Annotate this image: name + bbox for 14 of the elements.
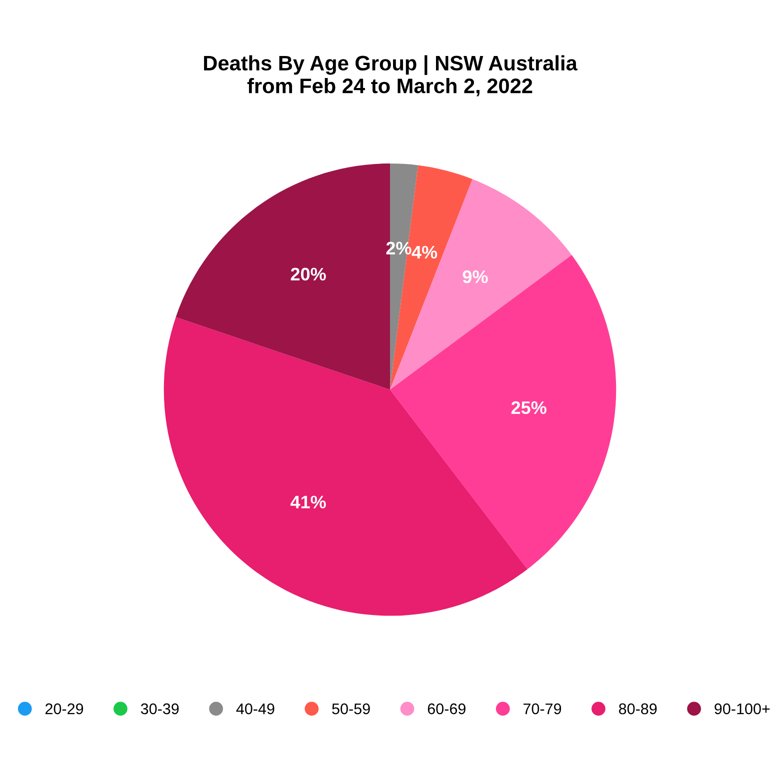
legend-label: 20-29 bbox=[46, 703, 84, 714]
legend-label: 30-39 bbox=[140, 703, 179, 714]
data-label: 25% bbox=[511, 401, 546, 414]
legend-label: 50-59 bbox=[332, 703, 370, 714]
legend-label: 40-49 bbox=[236, 703, 274, 714]
data-label: 4% bbox=[412, 246, 438, 259]
data-label: 41% bbox=[290, 496, 326, 508]
legend-label: 80-89 bbox=[618, 703, 657, 714]
legend-label: 90-100+ bbox=[714, 703, 770, 714]
legend-label: 60-69 bbox=[428, 703, 466, 714]
legend-label: 70-79 bbox=[524, 703, 562, 714]
data-label: 20% bbox=[290, 268, 326, 281]
chart-title: Deaths By Age Group | NSW Australia from Feb 24 to March 2, 2022 bbox=[204, 55, 578, 96]
data-label: 9% bbox=[462, 270, 488, 284]
